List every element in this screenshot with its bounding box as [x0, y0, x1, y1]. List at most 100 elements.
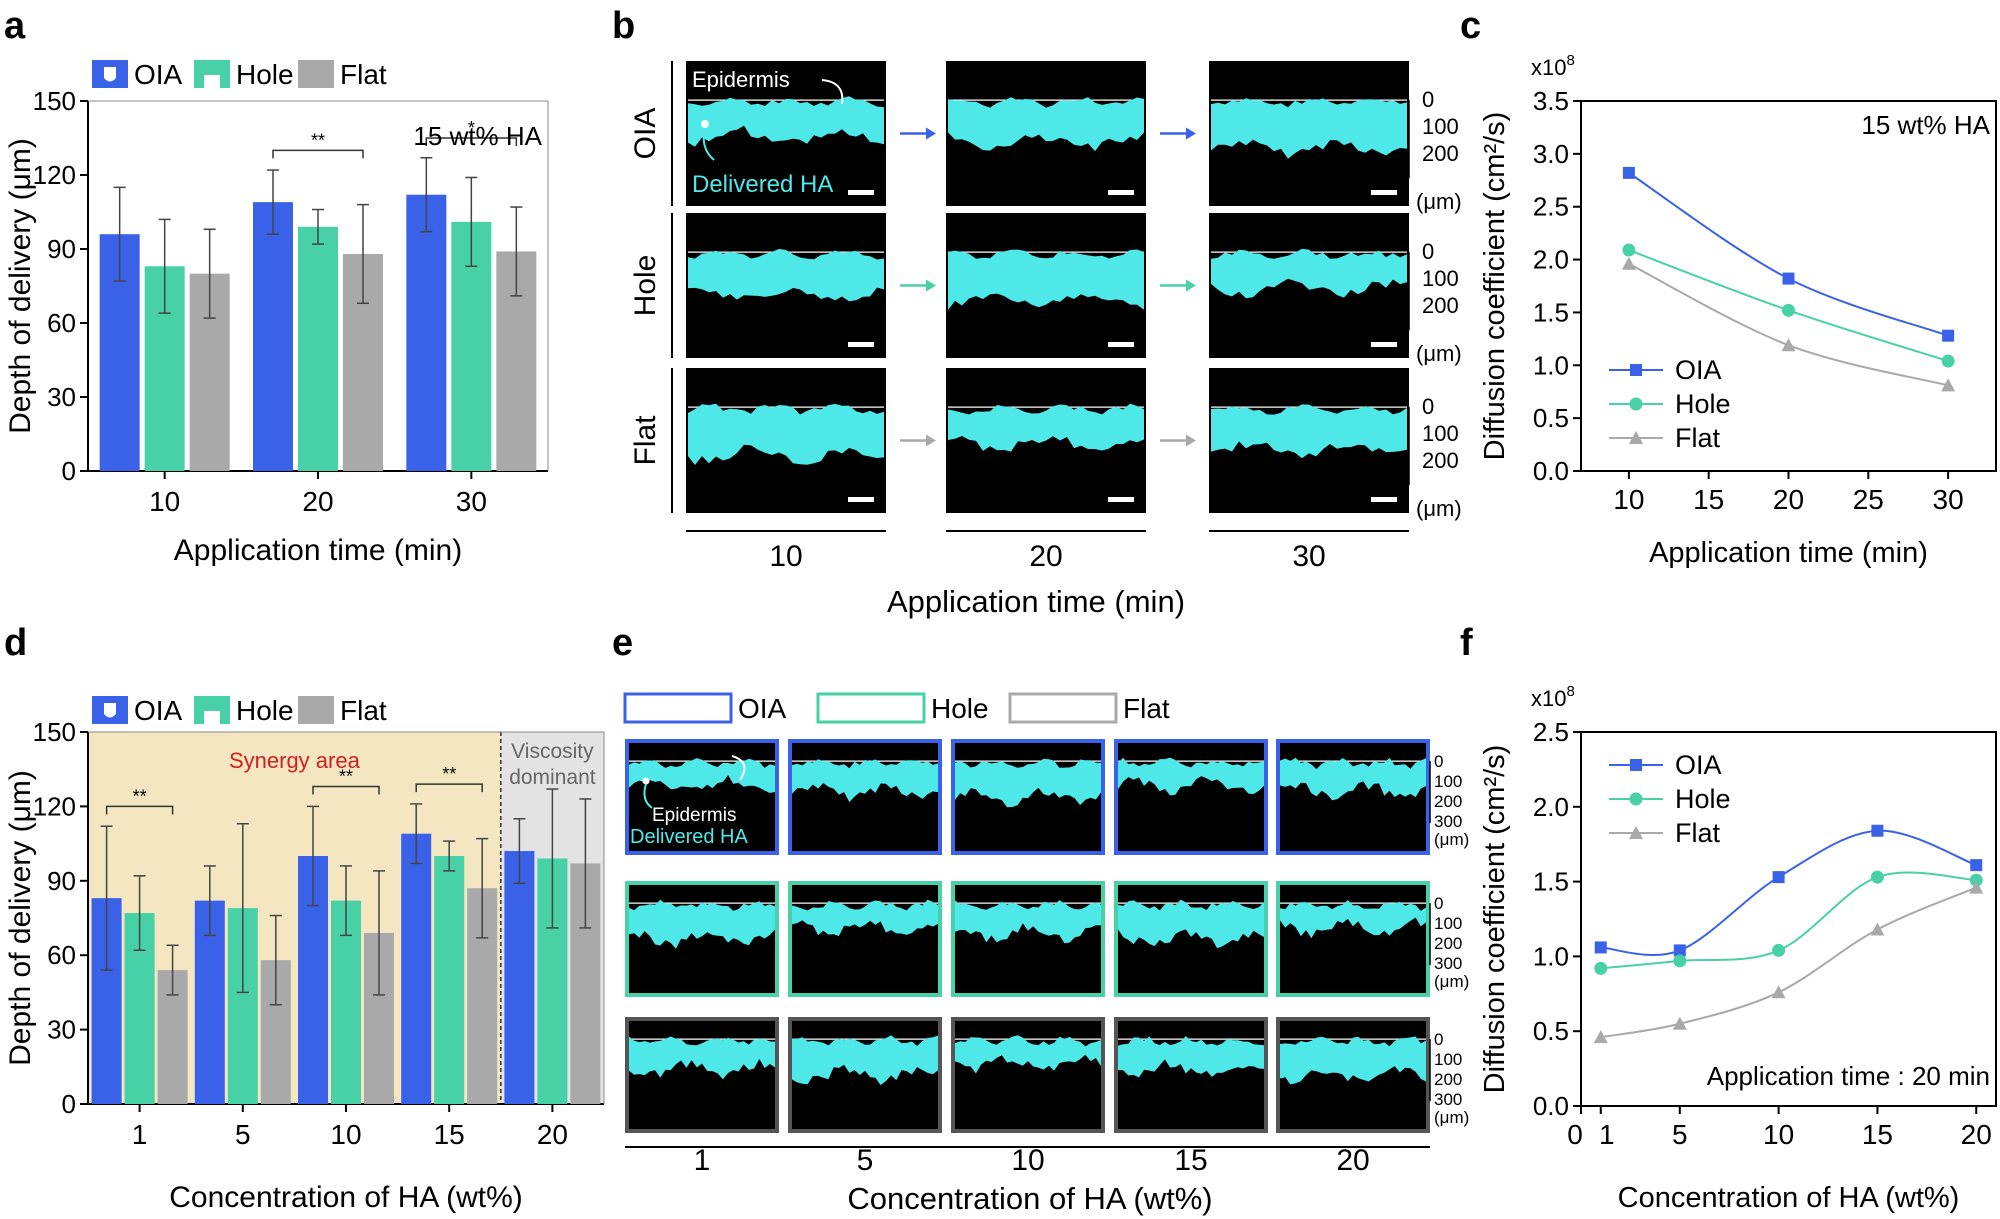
scale-bar — [1371, 190, 1397, 195]
row-label-oia: OIA — [629, 108, 662, 160]
depth-tick-label: 200 — [1422, 293, 1459, 318]
y-tick-label: 120 — [33, 160, 76, 190]
annotation: 15 wt% HA — [413, 121, 542, 151]
legend-box-hole — [816, 692, 926, 724]
delivered-ha-band — [629, 899, 775, 949]
marker-circle — [1673, 954, 1687, 968]
column-label: 20 — [1336, 1144, 1369, 1177]
scale-bar — [848, 497, 874, 502]
legend-swatch-flat — [298, 60, 334, 88]
micrograph — [951, 1017, 1105, 1133]
x-tick-label: 15 — [1862, 1119, 1893, 1150]
depth-tick-label: 200 — [1434, 792, 1462, 811]
y-tick-label: 0 — [62, 456, 76, 486]
x-tick-label: 20 — [302, 486, 333, 517]
delivered-ha-band — [1280, 757, 1426, 801]
marker-circle — [1772, 943, 1786, 957]
annotation: 15 wt% HA — [1861, 110, 1990, 140]
panel-b: OIA0100200(μm)Hole0100200(μm)Flat0100200… — [629, 61, 1462, 619]
delivered-ha-band — [1280, 1036, 1426, 1085]
y-tick-label: 1.5 — [1533, 297, 1569, 327]
panel-e: OIA Hole Flat0100200300(μm)0100200300(μm)0… — [623, 692, 1469, 1216]
y-tick-label: 0.5 — [1533, 1016, 1569, 1046]
scale-bar — [848, 342, 874, 347]
delivered-ha-band — [1211, 248, 1407, 299]
depth-unit: (μm) — [1416, 496, 1462, 521]
x-tick-label: 20 — [1961, 1119, 1992, 1150]
legend-label-hole: Hole — [1675, 784, 1731, 814]
y-tick-label: 30 — [47, 1015, 76, 1045]
ha-dot — [642, 777, 650, 785]
y-axis-label: Diffusion coefficient (cm²/s) — [1479, 745, 1511, 1094]
legend-label-flat: Flat — [1123, 693, 1170, 724]
arrowhead-hole — [926, 279, 936, 292]
region-label-synergy: Synergy area — [229, 748, 361, 773]
depth-unit: (μm) — [1434, 1108, 1469, 1127]
legend-label-flat: Flat — [340, 59, 387, 90]
depth-tick-label: 300 — [1434, 812, 1462, 831]
bar-oia — [504, 851, 535, 1104]
delivered-ha-band — [1211, 98, 1407, 159]
delivered-ha-band — [948, 249, 1144, 310]
micrograph — [625, 1017, 779, 1133]
x-tick-label: 20 — [1773, 484, 1804, 515]
delivered-ha-band — [792, 1035, 938, 1086]
y-tick-label: 3.5 — [1533, 86, 1569, 116]
marker-triangle — [1870, 922, 1885, 936]
depth-tick-label: 100 — [1422, 114, 1459, 139]
significance-label: ** — [442, 764, 456, 784]
y-tick-label: 3.0 — [1533, 139, 1569, 169]
significance-bracket — [105, 805, 174, 815]
marker-triangle — [1969, 880, 1984, 894]
depth-tick-label: 100 — [1422, 421, 1459, 446]
delivered-ha-band — [955, 1035, 1101, 1074]
delivered-arrow — [643, 783, 653, 809]
marker-triangle — [1629, 431, 1643, 444]
legend-label-hole: Hole — [236, 59, 294, 90]
legend-swatch-flat — [298, 696, 334, 724]
micrograph — [788, 881, 942, 997]
marker-square — [1622, 166, 1635, 179]
legend-hole-glyph — [204, 711, 220, 724]
column-label: 20 — [1029, 540, 1062, 573]
x-tick-label: 30 — [1933, 484, 1964, 515]
row-label-hole: Hole — [629, 255, 662, 317]
y-tick-label: 30 — [47, 382, 76, 412]
x-tick-label: 10 — [330, 1119, 361, 1150]
legend-hole-glyph — [204, 75, 220, 88]
marker-square — [1630, 364, 1642, 376]
significance-label: * — [468, 118, 475, 138]
x-tick-label: 15 — [1693, 484, 1724, 515]
x-tick-label: 5 — [1672, 1119, 1688, 1150]
arrowhead-oia — [1186, 127, 1196, 140]
legend-label-hole: Hole — [1675, 389, 1731, 419]
depth-tick-label: 300 — [1434, 1090, 1462, 1109]
delivered-ha-band — [629, 758, 775, 793]
micrograph — [951, 881, 1105, 997]
scale-bar — [1371, 342, 1397, 347]
y-axis-label: Depth of delivery (μm) — [4, 138, 37, 434]
y-tick-label: 60 — [47, 308, 76, 338]
significance-label: ** — [311, 130, 325, 150]
marker-circle — [1969, 873, 1983, 887]
delivered-ha-band — [948, 403, 1144, 452]
scale-exponent: 8 — [1566, 52, 1574, 69]
delivered-ha-band — [948, 97, 1144, 152]
delivered-ha-label: Delivered HA — [692, 171, 833, 198]
scale-bar — [1108, 342, 1134, 347]
depth-unit: (μm) — [1434, 972, 1469, 991]
column-label: 30 — [1292, 540, 1325, 573]
panel-letter-f: f — [1460, 622, 1473, 664]
x-tick-label: 30 — [456, 486, 487, 517]
scale-bar — [1108, 190, 1134, 195]
depth-tick-label: 100 — [1422, 266, 1459, 291]
depth-tick-label: 0 — [1422, 394, 1434, 419]
marker-square — [1630, 759, 1642, 771]
bar-oia — [401, 833, 432, 1104]
marker-square — [1970, 859, 1983, 872]
marker-square — [1772, 871, 1785, 884]
arrowhead-hole — [1186, 279, 1196, 292]
significance-bracket — [415, 783, 483, 793]
